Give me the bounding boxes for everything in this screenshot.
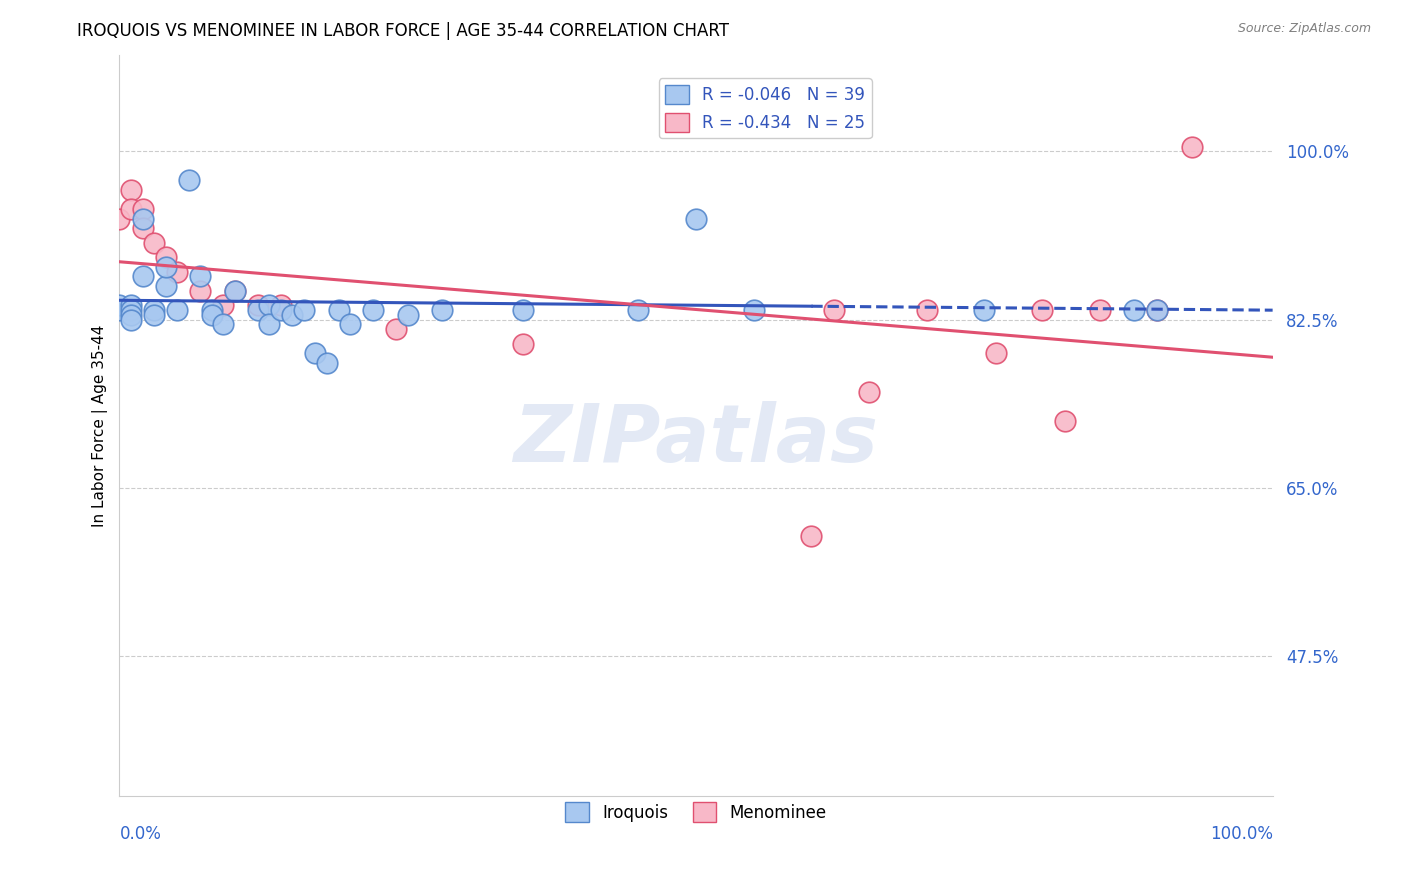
Point bbox=[155, 279, 177, 293]
Point bbox=[270, 298, 292, 312]
Point bbox=[131, 221, 153, 235]
Y-axis label: In Labor Force | Age 35-44: In Labor Force | Age 35-44 bbox=[93, 325, 108, 526]
Point bbox=[1123, 303, 1146, 318]
Point bbox=[131, 269, 153, 284]
Point bbox=[1088, 303, 1111, 318]
Point bbox=[188, 284, 211, 298]
Point bbox=[212, 318, 235, 332]
Point bbox=[201, 308, 224, 322]
Text: Source: ZipAtlas.com: Source: ZipAtlas.com bbox=[1237, 22, 1371, 36]
Point bbox=[396, 308, 419, 322]
Text: 0.0%: 0.0% bbox=[120, 825, 162, 844]
Point bbox=[212, 298, 235, 312]
Point bbox=[120, 298, 142, 312]
Point bbox=[339, 318, 361, 332]
Point bbox=[155, 260, 177, 274]
Point bbox=[108, 303, 131, 318]
Point bbox=[973, 303, 995, 318]
Point bbox=[685, 211, 707, 226]
Point bbox=[188, 269, 211, 284]
Point bbox=[143, 235, 166, 250]
Point bbox=[120, 303, 142, 318]
Point bbox=[166, 303, 188, 318]
Point bbox=[512, 303, 534, 318]
Point bbox=[201, 303, 224, 318]
Point bbox=[512, 336, 534, 351]
Legend: Iroquois, Menominee: Iroquois, Menominee bbox=[558, 796, 834, 829]
Point bbox=[224, 284, 246, 298]
Text: ZIPatlas: ZIPatlas bbox=[513, 401, 879, 479]
Point bbox=[246, 303, 269, 318]
Point bbox=[120, 308, 142, 322]
Point bbox=[259, 298, 281, 312]
Point bbox=[246, 298, 269, 312]
Point bbox=[131, 211, 153, 226]
Point bbox=[120, 312, 142, 326]
Point bbox=[1146, 303, 1168, 318]
Point bbox=[281, 308, 304, 322]
Point bbox=[1146, 303, 1168, 318]
Point bbox=[224, 284, 246, 298]
Point bbox=[328, 303, 350, 318]
Point bbox=[292, 303, 315, 318]
Point bbox=[915, 303, 938, 318]
Point bbox=[177, 173, 200, 187]
Point bbox=[259, 318, 281, 332]
Point bbox=[800, 529, 823, 543]
Point bbox=[270, 303, 292, 318]
Point bbox=[1031, 303, 1053, 318]
Point bbox=[131, 202, 153, 216]
Point bbox=[858, 384, 880, 399]
Point bbox=[120, 183, 142, 197]
Point bbox=[823, 303, 845, 318]
Point bbox=[143, 303, 166, 318]
Point bbox=[1181, 139, 1204, 153]
Text: IROQUOIS VS MENOMINEE IN LABOR FORCE | AGE 35-44 CORRELATION CHART: IROQUOIS VS MENOMINEE IN LABOR FORCE | A… bbox=[77, 22, 730, 40]
Point bbox=[627, 303, 650, 318]
Point bbox=[385, 322, 408, 336]
Point bbox=[432, 303, 454, 318]
Point bbox=[1054, 414, 1077, 428]
Point bbox=[742, 303, 765, 318]
Point bbox=[120, 202, 142, 216]
Point bbox=[316, 356, 339, 370]
Text: 100.0%: 100.0% bbox=[1209, 825, 1272, 844]
Point bbox=[155, 250, 177, 264]
Point bbox=[361, 303, 384, 318]
Point bbox=[108, 211, 131, 226]
Point bbox=[143, 308, 166, 322]
Point bbox=[304, 346, 326, 360]
Point bbox=[108, 298, 131, 312]
Point bbox=[984, 346, 1007, 360]
Point bbox=[166, 264, 188, 278]
